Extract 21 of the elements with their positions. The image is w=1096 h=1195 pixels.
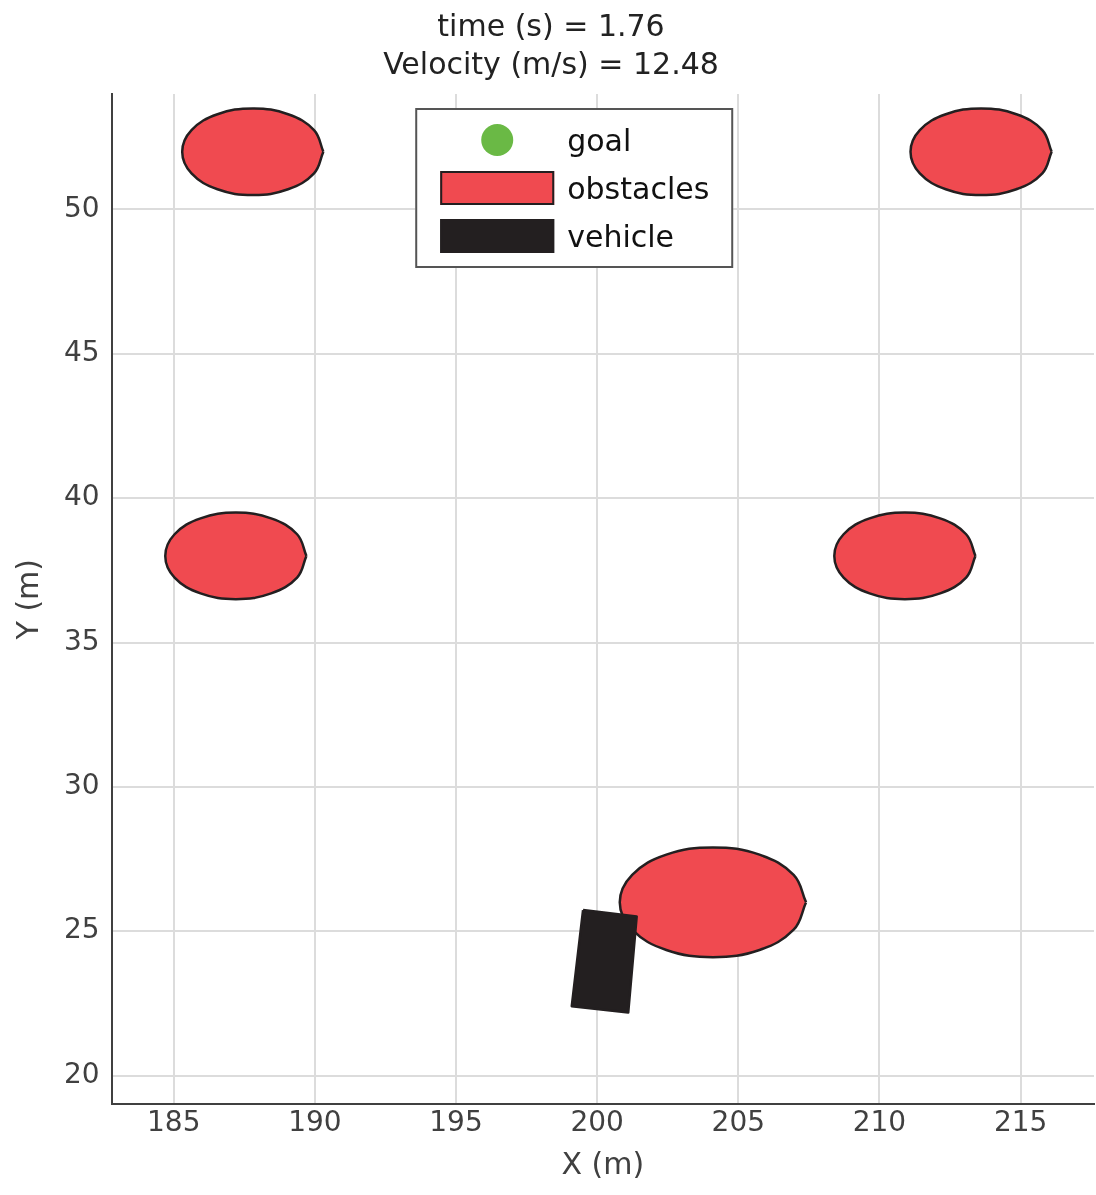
x-tick-label: 200 — [570, 1105, 624, 1139]
y-tick-label: 25 — [63, 912, 100, 946]
x-tick-label: 190 — [288, 1105, 342, 1139]
y-tick-label: 35 — [63, 623, 100, 657]
y-tick-label: 50 — [63, 190, 100, 224]
y-tick-label: 45 — [63, 335, 100, 369]
y-axis-title: Y (m) — [9, 558, 45, 641]
y-tick-label: 40 — [63, 479, 100, 513]
legend-label: vehicle — [567, 218, 675, 254]
y-tick-label: 30 — [63, 768, 100, 802]
x-tick-label: 215 — [993, 1105, 1048, 1139]
x-tick-label: 185 — [147, 1105, 201, 1139]
legend-label: goal — [567, 122, 632, 158]
x-axis-title: X (m) — [561, 1145, 645, 1181]
x-tick-label: 195 — [429, 1105, 483, 1139]
chart-subtitle: Velocity (m/s) = 12.48 — [383, 45, 719, 81]
x-tick-label: 210 — [852, 1105, 907, 1139]
legend-label: obstacles — [567, 170, 710, 206]
y-tick-label: 20 — [63, 1056, 100, 1090]
chart-title: time (s) = 1.76 — [437, 7, 665, 43]
x-tick-label: 205 — [711, 1105, 766, 1139]
